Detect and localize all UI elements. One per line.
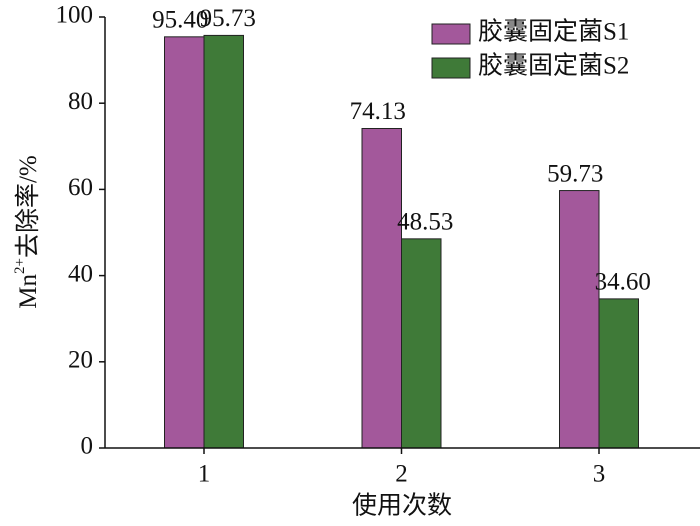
legend-swatch xyxy=(431,23,471,45)
bar xyxy=(559,190,600,449)
y-tick-label: 0 xyxy=(81,433,94,460)
x-tick-label: 2 xyxy=(395,461,408,488)
y-tick-label: 60 xyxy=(68,174,93,201)
y-tick-label: 100 xyxy=(56,2,94,29)
y-tick-label: 80 xyxy=(68,88,93,115)
y-label-rest: 去除率/% xyxy=(14,155,42,258)
x-axis-label: 使用次数 xyxy=(352,492,452,520)
value-label: 48.53 xyxy=(397,209,453,236)
value-label: 34.60 xyxy=(595,269,651,296)
x-tick-label: 1 xyxy=(198,461,211,488)
bar xyxy=(361,127,402,449)
y-axis-label: Mn2+去除率/% xyxy=(12,155,41,308)
bar xyxy=(598,298,639,449)
value-label: 95.73 xyxy=(200,5,256,32)
y-tick-label: 20 xyxy=(68,347,93,374)
legend-label: 胶囊固定菌S2 xyxy=(478,52,629,80)
y-tick-label: 40 xyxy=(68,260,93,287)
x-tick-label: 3 xyxy=(593,461,606,488)
value-label: 59.73 xyxy=(547,160,603,187)
legend-swatch xyxy=(431,57,471,79)
bar xyxy=(401,238,442,449)
value-label: 74.13 xyxy=(350,98,406,125)
value-label: 95.40 xyxy=(152,7,208,34)
bar xyxy=(164,36,205,449)
y-label-sup: 2+ xyxy=(12,258,28,274)
legend-label: 胶囊固定菌S1 xyxy=(478,18,629,46)
y-label-base: Mn xyxy=(15,274,42,309)
bar xyxy=(203,34,244,449)
